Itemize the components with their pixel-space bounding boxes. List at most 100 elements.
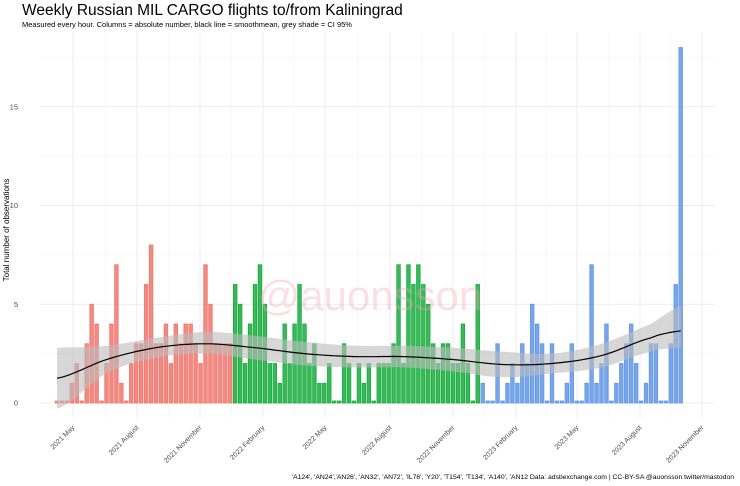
bar <box>544 400 550 404</box>
bar <box>267 363 273 404</box>
bar <box>129 363 134 404</box>
bar <box>500 400 505 404</box>
bar <box>619 363 624 404</box>
bar <box>485 400 490 404</box>
bar <box>678 47 683 404</box>
bar <box>119 382 124 404</box>
bar <box>386 363 391 404</box>
chart-title: Weekly Russian MIL CARGO flights to/from… <box>22 2 403 19</box>
bar <box>371 400 376 404</box>
x-tick-label: 2021 May <box>50 424 77 451</box>
bar <box>327 363 332 404</box>
y-tick-label: 15 <box>10 102 18 111</box>
bar <box>668 343 673 404</box>
bar <box>530 303 535 404</box>
bar <box>148 244 154 404</box>
bar <box>198 363 203 404</box>
bar <box>515 382 520 404</box>
bar <box>579 400 584 404</box>
bar <box>490 400 495 404</box>
bar <box>445 343 451 404</box>
bar <box>629 323 634 404</box>
bar <box>356 363 362 404</box>
bar <box>114 264 119 404</box>
bar <box>564 382 570 404</box>
bar <box>396 264 401 404</box>
bar <box>653 343 659 404</box>
bar <box>257 264 263 404</box>
bar <box>411 284 416 404</box>
bar <box>188 323 193 404</box>
bar <box>336 400 342 404</box>
watermark: @auonsson <box>258 272 483 319</box>
bar <box>163 323 169 404</box>
bar <box>272 363 277 404</box>
x-tick-label: 2023 August <box>611 424 644 457</box>
x-tick-label: 2021 November <box>163 424 204 465</box>
bar <box>277 382 282 404</box>
bar <box>609 400 614 404</box>
chart-caption: 'A124', 'AN24','AN26', 'AN32', 'AN72', '… <box>291 474 734 481</box>
x-tick-label: 2023 May <box>554 424 581 451</box>
bar <box>416 264 421 404</box>
bar <box>381 363 386 404</box>
bar <box>480 382 485 404</box>
bar <box>589 264 594 404</box>
x-tick-label: 2022 August <box>361 424 394 457</box>
bar <box>574 400 579 404</box>
smooth-mean-line <box>56 330 681 379</box>
y-tick-label: 5 <box>14 300 18 309</box>
bar <box>470 400 475 404</box>
bar <box>643 382 649 404</box>
bar <box>307 363 312 404</box>
bar <box>366 363 372 404</box>
x-tick-label: 2022 November <box>416 424 457 465</box>
bar <box>401 363 406 404</box>
x-axis-ticks: 2021 May 2021 August 2021 November 2022 Feb… <box>50 424 706 465</box>
bar <box>406 264 411 404</box>
bar <box>663 400 669 404</box>
bar <box>633 363 639 404</box>
bar <box>183 323 188 404</box>
bar <box>614 382 619 404</box>
x-tick-label: 2023 November <box>665 424 706 465</box>
bar <box>584 382 589 404</box>
ci-band <box>57 306 681 409</box>
bar <box>242 363 248 404</box>
bar <box>247 323 253 404</box>
x-tick-label: 2021 August <box>108 424 141 457</box>
bar <box>173 323 178 404</box>
bar <box>658 400 664 404</box>
bar <box>440 343 446 404</box>
bar <box>421 284 426 404</box>
y-axis-ticks: 0 5 10 15 <box>10 102 18 407</box>
bar <box>341 343 347 404</box>
bar <box>505 382 510 404</box>
y-tick-label: 0 <box>14 399 18 408</box>
bar <box>168 363 174 404</box>
bar <box>475 284 480 404</box>
bar <box>431 343 436 404</box>
bar <box>638 400 644 404</box>
bar <box>391 343 396 404</box>
bar <box>346 363 352 404</box>
bar <box>554 400 560 404</box>
bar <box>569 343 574 404</box>
bar <box>648 343 654 404</box>
bar <box>317 382 322 404</box>
bar <box>594 382 599 404</box>
y-axis-label: Total number of observations <box>2 179 11 282</box>
x-tick-label: 2022 February <box>229 424 266 461</box>
x-tick-label: 2022 May <box>302 424 329 451</box>
bar <box>361 382 367 404</box>
bar <box>332 400 337 404</box>
bar <box>99 400 104 404</box>
chart-subtitle: Measured every hour. Columns = absolute … <box>22 20 352 29</box>
bar <box>322 382 327 404</box>
bar <box>599 363 604 404</box>
bar <box>559 400 565 404</box>
bar <box>351 400 357 404</box>
bar <box>124 400 129 404</box>
bar <box>376 363 381 404</box>
